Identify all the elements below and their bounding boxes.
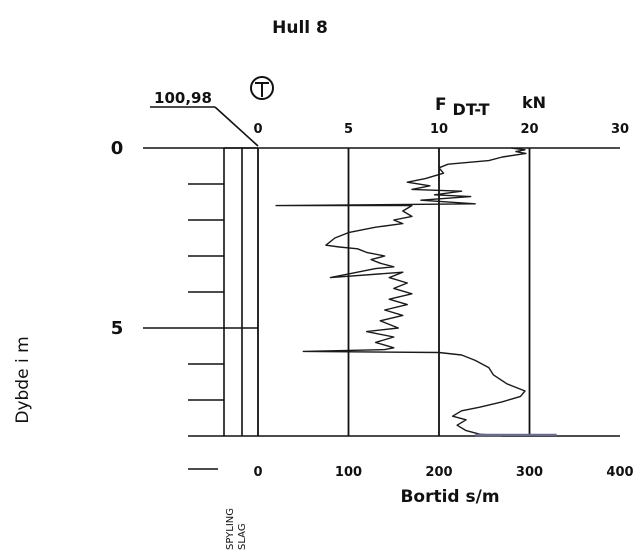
tick-labels: 050 5 10 20 300 100 200 300 400 (111, 122, 634, 480)
grid (143, 147, 620, 470)
force-subscript: DT-T (453, 100, 490, 119)
flag-label-spyling: SPYLING (225, 508, 236, 550)
x-axis-label: Bortid s/m (400, 487, 499, 507)
force-axis-title: F DT-T (435, 95, 490, 119)
elevation-label: 100,98 (154, 89, 212, 107)
top-tick-10: 10 (430, 122, 448, 137)
force-unit: kN (522, 93, 546, 112)
bottom-tick-0: 0 (253, 465, 262, 480)
y-tick-0: 0 (111, 138, 124, 159)
flag-label-slag: SLAG (237, 523, 248, 550)
bottom-tick-400: 400 (606, 465, 633, 480)
top-tick-20: 20 (520, 122, 538, 137)
y-tick-5: 5 (111, 318, 124, 339)
bottom-tick-300: 300 (516, 465, 543, 480)
force-label: F (435, 95, 447, 115)
y-axis-label: Dybde i m (13, 336, 33, 423)
top-tick-5: 5 (344, 122, 353, 137)
penetration-trace (275, 147, 557, 437)
top-tick-30: 30 (611, 122, 629, 137)
bottom-tick-100: 100 (335, 465, 362, 480)
elevation-leader (150, 106, 259, 147)
chart-title: Hull 8 (272, 18, 328, 38)
bottom-tick-200: 200 (425, 465, 452, 480)
top-tick-0: 0 (253, 122, 262, 137)
circled-t-icon (250, 76, 274, 100)
